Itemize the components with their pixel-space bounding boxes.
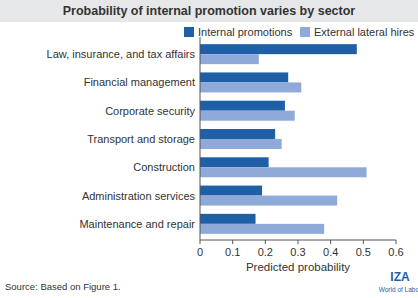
legend-entry: Internal promotions [184, 26, 293, 38]
logo-subtext: World of Labor [379, 286, 418, 293]
bar [200, 224, 324, 234]
bar [200, 72, 288, 82]
category-label: Financial management [84, 76, 195, 88]
x-tick-label: 0.4 [323, 246, 338, 258]
legend-swatch [184, 27, 194, 37]
x-tick [265, 240, 266, 244]
category-label: Maintenance and repair [79, 218, 195, 230]
category-label: Law, insurance, and tax affairs [47, 48, 196, 60]
bar [200, 54, 259, 64]
bar [200, 167, 367, 177]
y-axis [200, 37, 201, 240]
x-tick [330, 240, 331, 244]
bar [200, 129, 275, 139]
x-tick-label: 0.5 [356, 246, 371, 258]
bar [200, 111, 295, 121]
bar [200, 157, 269, 167]
bar [200, 139, 282, 149]
legend-entry: External lateral hires [300, 26, 415, 38]
category-label: Corporate security [105, 105, 195, 117]
category-label: Construction [133, 161, 195, 173]
bar [200, 82, 301, 92]
chart: Probability of internal promotion varies… [0, 0, 418, 298]
bars [200, 44, 367, 234]
legend-label: External lateral hires [314, 26, 415, 38]
x-tick [200, 240, 201, 244]
bar [200, 101, 285, 111]
x-tick-label: 0.3 [290, 246, 305, 258]
bar [200, 196, 337, 206]
category-label: Administration services [82, 190, 196, 202]
x-tick [363, 240, 364, 244]
x-tick [232, 240, 233, 244]
x-tick-label: 0.6 [388, 246, 403, 258]
x-tick [396, 240, 397, 244]
category-label: Transport and storage [87, 133, 195, 145]
bar [200, 186, 262, 196]
logo-text: IZA [390, 270, 410, 284]
bar [200, 214, 256, 224]
x-tick-label: 0 [197, 246, 203, 258]
bar [200, 44, 357, 54]
x-axis-label: Predicted probability [246, 261, 350, 273]
title: Probability of internal promotion varies… [63, 4, 356, 18]
legend-label: Internal promotions [198, 26, 293, 38]
title-band [0, 0, 418, 22]
source-note: Source: Based on Figure 1. [5, 281, 121, 292]
x-tick-label: 0.2 [258, 246, 273, 258]
x-tick [298, 240, 299, 244]
legend-swatch [300, 27, 310, 37]
x-tick-label: 0.1 [225, 246, 240, 258]
